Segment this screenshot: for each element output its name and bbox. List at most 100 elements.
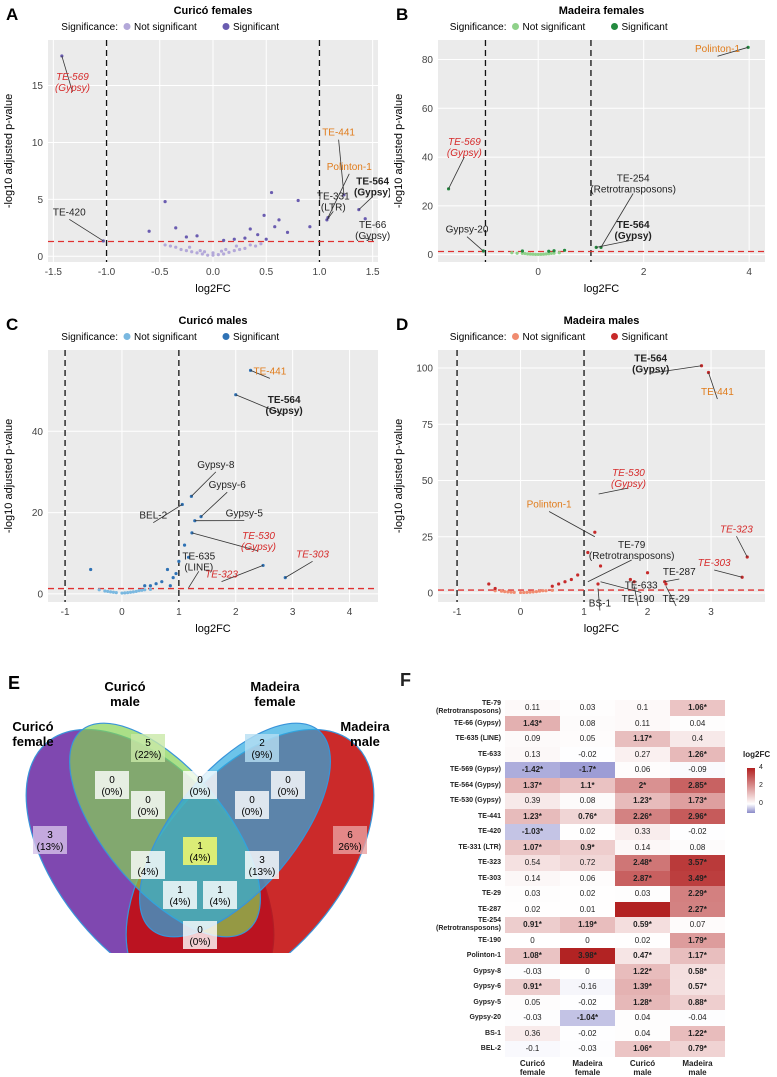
- heatmap-cell: 0.04: [615, 1026, 670, 1042]
- point-significant: [195, 234, 198, 237]
- heatmap-cell: -0.02: [560, 1026, 615, 1042]
- venn-region-count: 3: [259, 855, 265, 866]
- point-significant: [174, 572, 177, 575]
- venn-region: 3(13%): [33, 826, 67, 854]
- point-significant: [547, 250, 550, 253]
- annotation-label: TE-323: [720, 524, 753, 535]
- heatmap-cell: -0.04: [670, 1010, 725, 1026]
- legend-label-significant: Significant: [233, 332, 279, 343]
- point-not-significant: [510, 251, 513, 254]
- annotation-label: BEL-2: [139, 511, 167, 522]
- heatmap-row-label: TE-79(Retrotransposons): [405, 700, 505, 716]
- point-significant: [155, 582, 158, 585]
- y-tick-label: 75: [422, 420, 434, 431]
- venn-region-percent: (13%): [249, 867, 276, 878]
- heatmap-cell: 0.05: [505, 995, 560, 1011]
- row-label-line: Gypsy-5: [473, 999, 501, 1007]
- heatmap-cell: -0.02: [560, 995, 615, 1011]
- heatmap-cell: 0.07: [670, 917, 725, 933]
- legend-title: Significance:: [450, 332, 507, 343]
- heatmap-cell: 0.76*: [560, 809, 615, 825]
- point-not-significant: [179, 248, 182, 251]
- venn-region-percent: (0%): [241, 807, 262, 818]
- y-axis-label: -log10 adjusted p-value: [3, 94, 15, 208]
- point-significant: [174, 226, 177, 229]
- annotation-sublabel: (Gypsy): [266, 406, 303, 417]
- heatmap-row-label: TE-331 (LTR): [405, 840, 505, 856]
- y-tick-label: 0: [37, 589, 43, 600]
- annotation-sublabel: (Gypsy): [354, 188, 390, 199]
- x-tick-label: -1.0: [98, 267, 116, 278]
- point-not-significant: [220, 250, 223, 253]
- annotation-label: Gypsy-6: [209, 480, 247, 491]
- heatmap-row: Gypsy-20-0.03-1.04*0.04-0.04: [405, 1010, 725, 1026]
- point-significant: [243, 236, 246, 239]
- x-tick-label: 0: [518, 607, 524, 618]
- heatmap-cell: -0.03: [505, 964, 560, 980]
- y-tick-label: 0: [427, 589, 433, 600]
- panel-letter: F: [400, 670, 411, 691]
- point-not-significant: [259, 242, 262, 245]
- heatmap-cell: 3.57*: [670, 855, 725, 871]
- heatmap-cell: 1.79*: [670, 933, 725, 949]
- x-tick-label: 0.5: [259, 267, 273, 278]
- heatmap-row-label: TE-29: [405, 886, 505, 902]
- venn-region-percent: (0%): [101, 787, 122, 798]
- annotation-label: TE-441: [322, 128, 355, 139]
- venn-region-percent: (4%): [209, 897, 230, 908]
- heatmap-row-label: TE-287: [405, 902, 505, 918]
- y-axis-label: -log10 adjusted p-value: [393, 94, 405, 208]
- heatmap-cell: -1.03*: [505, 824, 560, 840]
- point-not-significant: [123, 591, 126, 594]
- venn-region-percent: (4%): [169, 897, 190, 908]
- legend-title: Significance:: [61, 332, 118, 343]
- heatmap-row-label: TE-323: [405, 855, 505, 871]
- point-significant: [552, 249, 555, 252]
- heatmap-row-label: TE-441: [405, 809, 505, 825]
- point-significant: [308, 225, 311, 228]
- point-significant: [270, 191, 273, 194]
- x-axis-label: log2FC: [195, 623, 231, 635]
- x-tick-label: 1.0: [312, 267, 326, 278]
- point-significant: [177, 560, 180, 563]
- annotation-label: Polinton-1: [327, 162, 372, 173]
- heatmap-cell: 2.85*: [670, 778, 725, 794]
- plot-title: Madeira males: [564, 315, 640, 327]
- heatmap-cell: 0.02: [560, 824, 615, 840]
- annotation-label: TE-635: [182, 551, 215, 562]
- point-not-significant: [115, 591, 118, 594]
- heatmap-cell: 1.22*: [670, 1026, 725, 1042]
- y-tick-label: 20: [422, 201, 434, 212]
- annotation-label: TE-79: [618, 540, 646, 551]
- row-label-line: Gypsy-8: [473, 968, 501, 976]
- venn-region-percent: (0%): [189, 787, 210, 798]
- point-significant: [599, 564, 602, 567]
- row-label-line: TE-190: [478, 937, 501, 945]
- venn-region-count: 0: [285, 775, 291, 786]
- annotation-label: TE-287: [663, 567, 696, 578]
- venn-region-percent: (22%): [135, 750, 162, 761]
- point-significant: [286, 231, 289, 234]
- heatmap-cell: 0.14: [505, 871, 560, 887]
- x-tick-label: 3: [708, 607, 714, 618]
- point-not-significant: [513, 591, 516, 594]
- legend-dot-not-significant: [124, 23, 131, 30]
- heatmap-row: TE-254(Retrotransposons)0.91*1.19*0.59*0…: [405, 917, 725, 933]
- annotation-label: Gypsy-5: [226, 509, 264, 520]
- point-not-significant: [137, 589, 140, 592]
- column-label-line: female: [505, 1068, 560, 1077]
- x-tick-label: -1: [61, 607, 70, 618]
- heatmap-cell: 0.11: [615, 716, 670, 732]
- plot-title: Curicó males: [178, 315, 247, 327]
- point-not-significant: [532, 590, 535, 593]
- row-label-line: TE-633: [478, 751, 501, 759]
- legend-title: Significance:: [61, 22, 118, 33]
- heatmap-cell: 0.9*: [560, 840, 615, 856]
- point-significant: [297, 199, 300, 202]
